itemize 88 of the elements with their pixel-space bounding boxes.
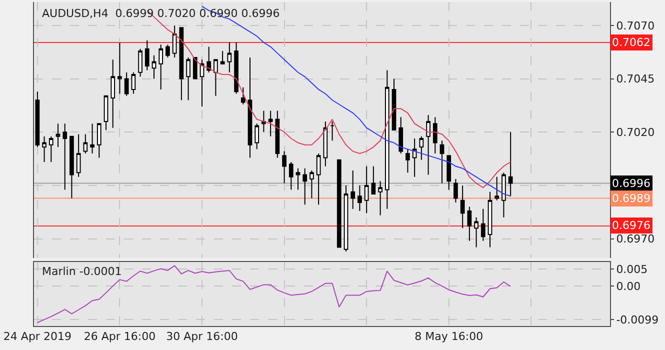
candlestick	[152, 54, 156, 80]
candlestick	[131, 72, 136, 94]
candlestick	[364, 166, 369, 214]
y-tick-label: 0.6970	[616, 232, 655, 246]
y-tick-label: 0.7070	[616, 19, 655, 32]
ref-line-label: 0.6989	[612, 192, 650, 205]
candlestick	[42, 136, 46, 162]
candlestick	[62, 123, 68, 190]
candlestick	[384, 70, 390, 210]
y-tick-label: 0.7020	[616, 126, 655, 139]
candlestick	[138, 48, 142, 78]
candlestick	[275, 110, 280, 158]
candlestick	[344, 184, 348, 252]
candlestick	[104, 95, 108, 130]
candlestick	[446, 155, 452, 190]
x-tick-label: 30 Apr 16:00	[166, 330, 238, 344]
candlestick	[296, 168, 300, 190]
candlestick	[83, 134, 88, 154]
candlestick	[288, 161, 294, 190]
candlestick	[474, 216, 478, 248]
candlestick	[214, 59, 218, 96]
candlestick	[254, 123, 260, 150]
candlestick	[90, 123, 94, 154]
candlestick	[426, 114, 430, 176]
candlestick	[460, 184, 465, 229]
candlestick	[419, 136, 424, 160]
candlestick	[440, 140, 444, 184]
candlestick	[206, 46, 212, 73]
x-tick-label: 26 Apr 16:00	[84, 330, 156, 344]
candlestick	[48, 136, 54, 162]
y-tick-label: 0.005	[616, 262, 648, 276]
candlestick	[480, 208, 486, 242]
candlestick	[412, 138, 417, 178]
candlestick	[192, 56, 198, 80]
ref-line-label: 0.6976	[612, 219, 650, 232]
candlestick	[488, 191, 492, 248]
candlestick	[186, 56, 190, 101]
candlestick	[118, 42, 122, 94]
line-series	[36, 265, 512, 324]
chart-title: Marlin -0.0001	[42, 265, 122, 278]
candlestick	[248, 56, 252, 158]
candlestick	[200, 59, 204, 108]
candlestick	[172, 24, 177, 58]
candlestick	[302, 168, 308, 206]
candlestick	[392, 78, 396, 130]
candlestick	[432, 116, 438, 154]
candlestick	[110, 59, 116, 128]
candlestick	[316, 152, 321, 206]
candlestick	[268, 110, 273, 137]
candlestick	[467, 206, 472, 242]
candlestick	[358, 184, 362, 212]
candlestick	[398, 116, 404, 154]
candlestick	[336, 159, 342, 248]
candlestick	[56, 123, 60, 148]
candlestick	[220, 50, 225, 64]
candlestick	[282, 150, 286, 184]
candlestick	[508, 132, 513, 197]
x-tick-label: 24 Apr 2019	[3, 330, 72, 344]
candlestick	[406, 148, 410, 174]
candlestick	[323, 120, 328, 167]
candlestick	[262, 110, 266, 133]
candlestick	[35, 91, 40, 148]
candlestick	[179, 27, 184, 101]
candlestick	[350, 170, 356, 210]
candlestick	[96, 123, 102, 158]
ref-line-label: 0.6996	[612, 177, 650, 190]
candlestick	[234, 42, 238, 94]
candlestick	[240, 86, 246, 105]
candlestick	[144, 40, 150, 71]
candlestick	[158, 44, 164, 90]
candlestick	[494, 176, 500, 201]
candlestick	[227, 42, 232, 73]
candlestick	[124, 72, 129, 96]
candlestick	[378, 180, 382, 216]
y-tick-label: -0.0099	[616, 313, 659, 326]
candlestick	[70, 136, 74, 199]
candlestick	[166, 44, 170, 58]
y-tick-label: 0.00	[616, 280, 641, 293]
candlestick	[371, 166, 376, 194]
candlestick	[330, 120, 334, 142]
candlestick	[502, 172, 506, 218]
candlestick	[454, 178, 458, 203]
candlestick	[76, 134, 81, 178]
x-tick-label: 8 May 16:00	[414, 330, 484, 344]
ref-line-label: 0.7062	[612, 36, 650, 49]
line-series	[202, 6, 512, 197]
y-tick-label: 0.7045	[616, 72, 655, 86]
candlestick	[310, 170, 314, 199]
